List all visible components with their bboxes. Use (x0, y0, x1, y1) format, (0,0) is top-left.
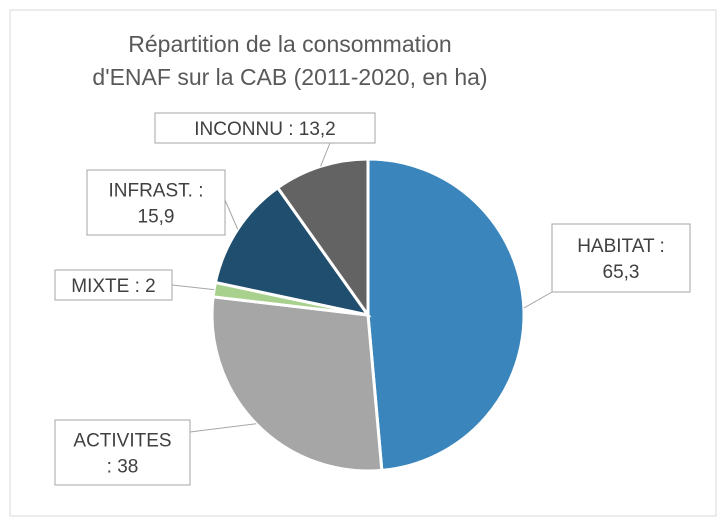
label-box (154, 112, 376, 144)
text-line: : 38 (107, 457, 139, 478)
leader-line (171, 284, 215, 291)
text-line: Répartition de la consommation (128, 31, 451, 57)
pie-slice (275, 157, 370, 320)
leader-line (189, 423, 257, 433)
label-box (86, 169, 226, 236)
text-line: d'ENAF sur la CAB (2011-2020, en ha) (92, 64, 487, 90)
pie-slice (213, 185, 372, 318)
text-line: HABITAT : (577, 236, 665, 257)
data-label: HABITAT : 65,3 (577, 236, 665, 283)
leader-line (224, 199, 239, 230)
leader-line (320, 142, 331, 167)
text-line: INCONNU : 13,2 (194, 119, 335, 140)
text-line: MIXTE : 2 (71, 276, 155, 297)
text-line: 15,9 (138, 207, 175, 228)
chart-title: Répartition de la consommation d'ENAF sur… (92, 31, 487, 90)
label-box (54, 419, 191, 486)
data-label: INCONNU : 13,2 (194, 119, 335, 140)
leader-line (523, 291, 553, 309)
text-line: 65,3 (603, 262, 640, 283)
data-label: MIXTE : 2 (71, 276, 155, 297)
data-label: INFRAST. : 15,9 (108, 181, 203, 228)
text-line: ACTIVITES (73, 431, 171, 452)
pie-slice (366, 157, 526, 473)
text-line: INFRAST. : (108, 181, 203, 202)
pie-slice (210, 295, 384, 473)
label-box (551, 223, 691, 293)
data-label: ACTIVITES : 38 (73, 431, 171, 478)
label-box (54, 269, 173, 301)
